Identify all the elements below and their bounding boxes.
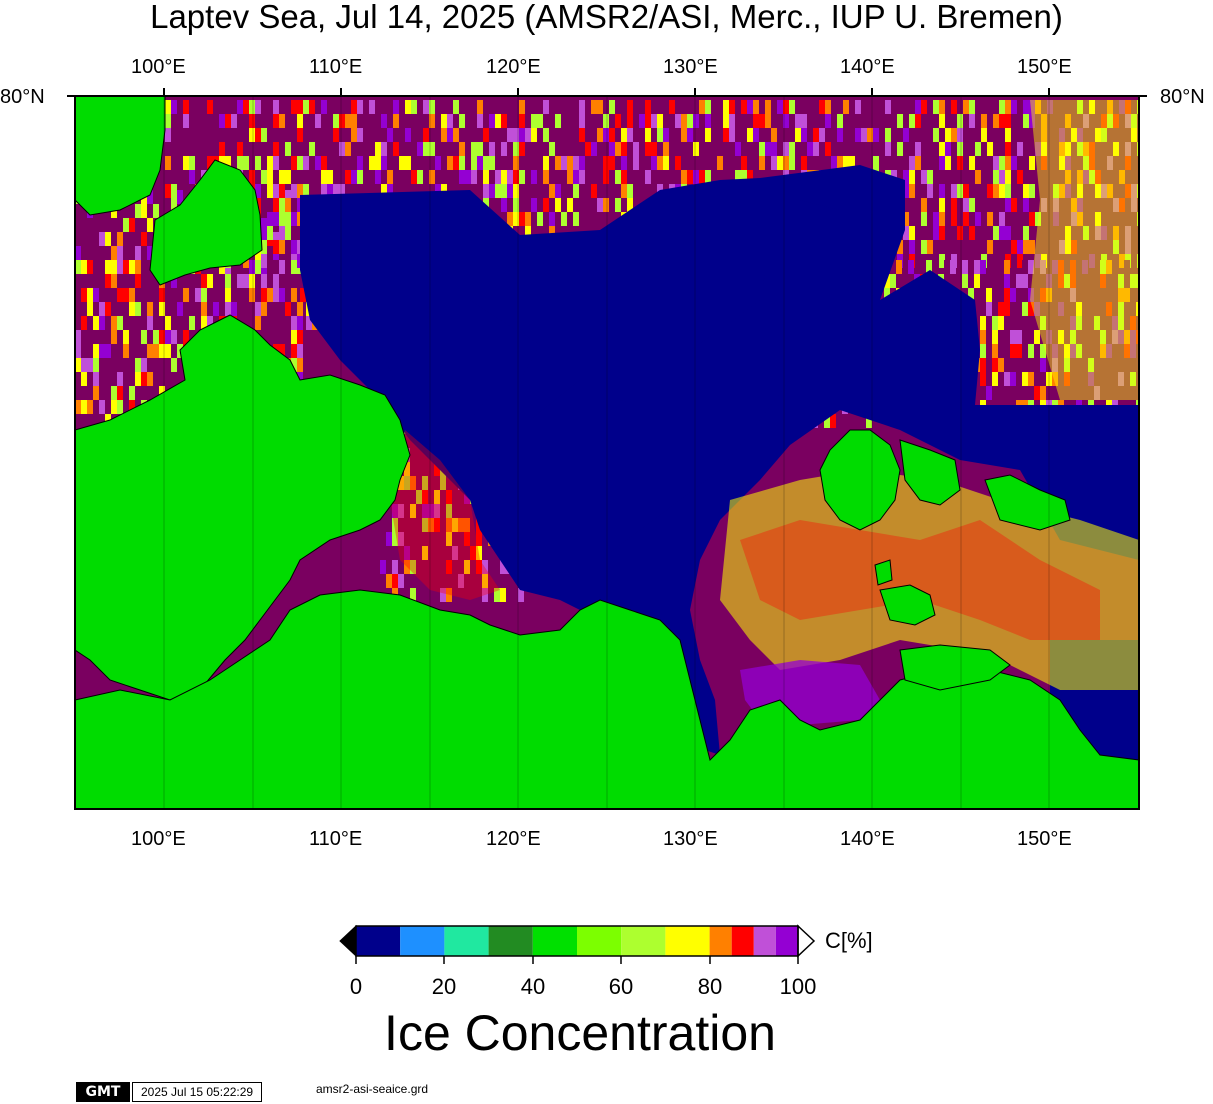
grid-filename: amsr2-asi-seaice.grd bbox=[316, 1082, 429, 1096]
lon-label-bottom-120: 120°E bbox=[486, 828, 541, 850]
ice-band-north-east bbox=[1030, 100, 1139, 400]
lon-label-bottom-150: 150°E bbox=[1017, 828, 1072, 850]
open-water-inner bbox=[345, 270, 540, 455]
open-water-channel bbox=[500, 200, 850, 560]
land-bunge-island bbox=[879, 584, 936, 626]
land-small-island bbox=[874, 559, 893, 586]
land-kotelny-island bbox=[819, 429, 901, 531]
lon-label-top-120: 120°E bbox=[486, 56, 541, 78]
lon-label-top-150: 150°E bbox=[1017, 56, 1072, 78]
land-new-siberia-island bbox=[984, 474, 1071, 531]
land-faddeyevsky-island bbox=[899, 439, 961, 506]
lon-label-bottom-140: 140°E bbox=[840, 828, 895, 850]
colorbar-unit: C[%] bbox=[825, 928, 873, 953]
timestamp: 2025 Jul 15 05:22:29 bbox=[132, 1082, 263, 1102]
colorbar-title: Ice Concentration bbox=[384, 1005, 776, 1061]
map-frame bbox=[74, 95, 1140, 810]
lon-label-bottom-100: 100°E bbox=[131, 828, 186, 850]
land-bolshoy-lyakhovsky bbox=[899, 644, 1011, 691]
lon-label-bottom-130: 130°E bbox=[663, 828, 718, 850]
lon-label-top-140: 140°E bbox=[840, 56, 895, 78]
lon-label-top-110: 110°E bbox=[309, 56, 363, 78]
colorbar-tick-label: 0 bbox=[349, 974, 363, 999]
colorbar-tick-label: 40 bbox=[520, 974, 546, 999]
frame-ticks bbox=[67, 88, 1147, 97]
lon-label-top-130: 130°E bbox=[663, 56, 718, 78]
colorbar-tick-label: 100 bbox=[779, 974, 817, 999]
gmt-logo: GMT bbox=[76, 1082, 130, 1102]
lon-label-bottom-110: 110°E bbox=[309, 828, 363, 850]
land-severnaya-zemlya-north bbox=[75, 96, 166, 216]
colorbar-tick-label: 80 bbox=[697, 974, 723, 999]
map-content bbox=[75, 96, 1139, 809]
colorbar-tick-label: 20 bbox=[431, 974, 457, 999]
map-title: Laptev Sea, Jul 14, 2025 (AMSR2/ASI, Mer… bbox=[150, 0, 1063, 35]
meridian-lines bbox=[163, 96, 1050, 809]
colorbar-tick-label: 60 bbox=[608, 974, 634, 999]
lat-label-left: 80°N bbox=[0, 86, 45, 108]
lat-label-right: 80°N bbox=[1160, 86, 1205, 108]
ice-edge-west bbox=[390, 430, 500, 600]
lon-label-top-100: 100°E bbox=[131, 56, 186, 78]
marginal-ice-zone-red bbox=[740, 520, 1100, 640]
